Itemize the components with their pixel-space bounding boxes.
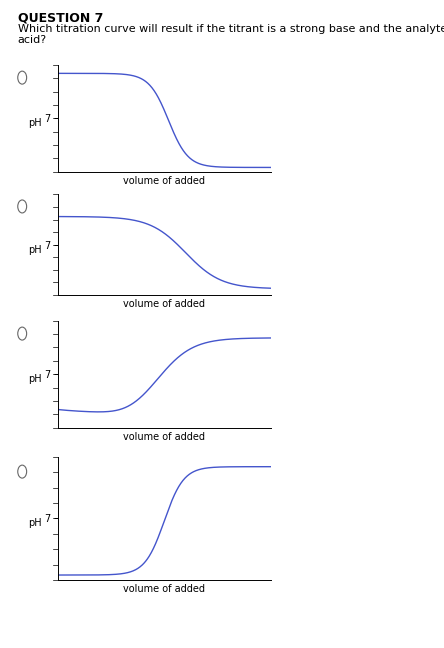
X-axis label: volume of added: volume of added <box>123 299 205 309</box>
Y-axis label: pH: pH <box>28 374 42 384</box>
Text: acid?: acid? <box>18 35 47 45</box>
Text: QUESTION 7: QUESTION 7 <box>18 12 103 25</box>
Y-axis label: pH: pH <box>28 245 42 255</box>
Y-axis label: pH: pH <box>28 118 42 128</box>
Y-axis label: pH: pH <box>28 518 42 528</box>
X-axis label: volume of added: volume of added <box>123 432 205 442</box>
X-axis label: volume of added: volume of added <box>123 584 205 594</box>
Text: Which titration curve will result if the titrant is a strong base and the analyt: Which titration curve will result if the… <box>18 24 444 34</box>
X-axis label: volume of added: volume of added <box>123 176 205 186</box>
